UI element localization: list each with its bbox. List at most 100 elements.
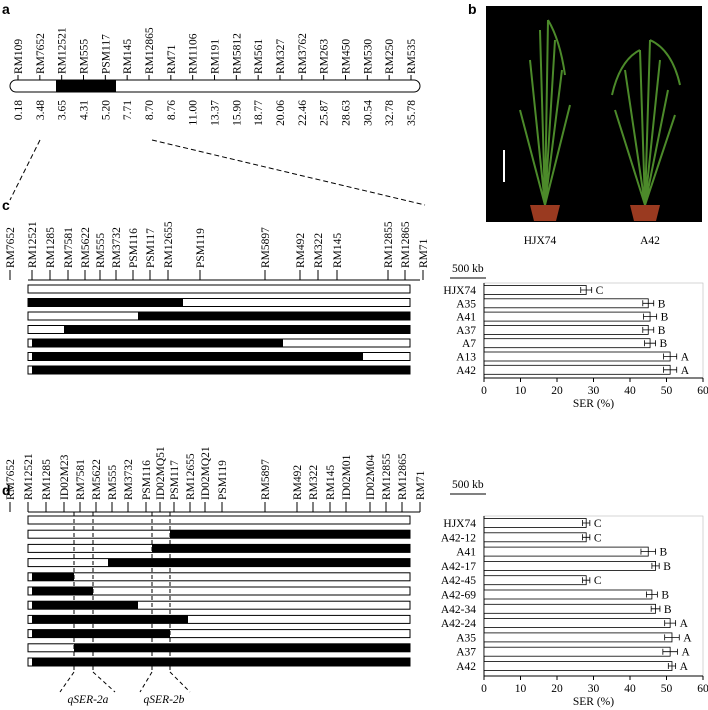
marker-label: RM12521	[57, 27, 69, 74]
genotype-bar	[27, 284, 411, 294]
category-label: A42-69	[441, 590, 476, 602]
marker-label: RM5622	[80, 227, 92, 268]
category-label: A37	[456, 647, 476, 659]
marker-label: RM145	[332, 233, 344, 268]
marker-label: PSM119	[195, 228, 207, 268]
significance-letter: C	[596, 285, 604, 297]
significance-letter: C	[594, 575, 602, 587]
marker-label: RM7581	[75, 459, 87, 500]
marker-label: RM561	[253, 39, 265, 74]
marker-label: RM1285	[41, 459, 53, 500]
genotype-segment	[32, 587, 93, 595]
x-tick-label: 0	[481, 683, 487, 695]
marker-label: RM12865	[397, 453, 409, 500]
significance-letter: B	[664, 604, 672, 616]
position-label: 11.00	[188, 100, 200, 126]
marker-label: RM5812	[231, 33, 243, 74]
significance-letter: A	[680, 618, 689, 630]
significance-letter: B	[661, 312, 669, 324]
position-label: 3.48	[35, 100, 47, 120]
marker-label: RM555	[95, 233, 107, 268]
bar	[483, 364, 671, 375]
panel-letter: a	[2, 1, 10, 17]
bar	[483, 298, 649, 309]
bar	[483, 603, 656, 614]
category-label: A42-24	[441, 618, 476, 630]
marker-label: PSM117	[100, 34, 112, 74]
marker-label: RM250	[384, 39, 396, 74]
genotype-bar	[27, 600, 411, 610]
position-label: 28.63	[341, 100, 353, 126]
x-tick-label: 60	[697, 385, 708, 397]
category-label: HJX74	[443, 285, 476, 297]
bar	[483, 632, 673, 643]
marker-label: RM530	[362, 39, 374, 74]
marker-label: RM5897	[260, 459, 272, 500]
marker-label: PSM116	[128, 228, 140, 268]
qtl-label: qSER-2a	[68, 694, 109, 706]
category-label: A7	[462, 338, 476, 350]
zoom-line	[9, 139, 41, 201]
marker-label: RM12521	[23, 453, 35, 500]
x-tick-label: 50	[661, 683, 673, 695]
error-bar	[646, 591, 658, 598]
x-tick-label: 10	[515, 683, 527, 695]
category-label: A37	[456, 325, 476, 337]
panel-letter: c	[2, 197, 10, 213]
marker-label: PSM117	[145, 228, 157, 268]
bar	[483, 561, 656, 571]
qtl-label: qSER-2b	[144, 694, 185, 706]
position-label: 3.65	[57, 100, 69, 120]
bar	[483, 546, 649, 557]
marker-label: ID02MQ21	[200, 446, 212, 500]
marker-label: RM109	[13, 39, 25, 74]
error-bar	[662, 648, 678, 655]
genotype-segment	[32, 658, 410, 666]
zoom-line	[151, 139, 426, 206]
genotype-segment	[74, 643, 410, 652]
bar	[483, 351, 671, 362]
genotype-segment	[152, 544, 410, 553]
position-label: 8.70	[144, 100, 156, 120]
bar	[483, 285, 587, 295]
marker-label: RM145	[122, 39, 134, 74]
significance-letter: B	[658, 325, 666, 337]
position-label: 35.78	[406, 100, 418, 126]
marker-label: RM12855	[383, 221, 395, 268]
significance-letter: C	[594, 518, 602, 530]
error-bar	[582, 577, 591, 584]
marker-label: RM7652	[35, 33, 47, 74]
marker-label: RM322	[313, 233, 325, 268]
marker-label: RM555	[107, 465, 119, 500]
category-label: A42-45	[441, 575, 476, 587]
category-label: A41	[456, 312, 476, 324]
genotype-segment	[28, 298, 183, 307]
error-bar	[663, 366, 678, 373]
introgression	[56, 80, 116, 92]
marker-label: RM322	[308, 465, 320, 500]
marker-label: RM263	[319, 39, 331, 74]
x-tick-label: 40	[624, 385, 636, 397]
marker-label: RM7652	[5, 227, 17, 268]
pot	[530, 205, 660, 221]
position-label: 13.37	[210, 100, 222, 126]
x-tick-label: 10	[515, 385, 527, 397]
position-label: 5.20	[100, 100, 112, 120]
marker-label: RM535	[406, 39, 418, 74]
category-label: A35	[456, 632, 476, 644]
error-bar	[663, 353, 678, 360]
marker-label: RM3762	[297, 33, 309, 74]
category-label: A42	[456, 365, 476, 377]
marker-label: PSM116	[141, 460, 153, 500]
panel-letter: b	[468, 1, 477, 17]
bar	[483, 311, 651, 322]
x-tick-label: 60	[697, 683, 708, 695]
error-bar	[642, 326, 655, 333]
genotype-segment	[64, 325, 410, 334]
marker-label: RM12655	[163, 221, 175, 268]
position-label: 0.18	[13, 100, 25, 120]
marker-label: ID02M23	[59, 454, 71, 500]
marker-label: RM71	[418, 238, 430, 268]
position-label: 7.71	[122, 100, 134, 120]
